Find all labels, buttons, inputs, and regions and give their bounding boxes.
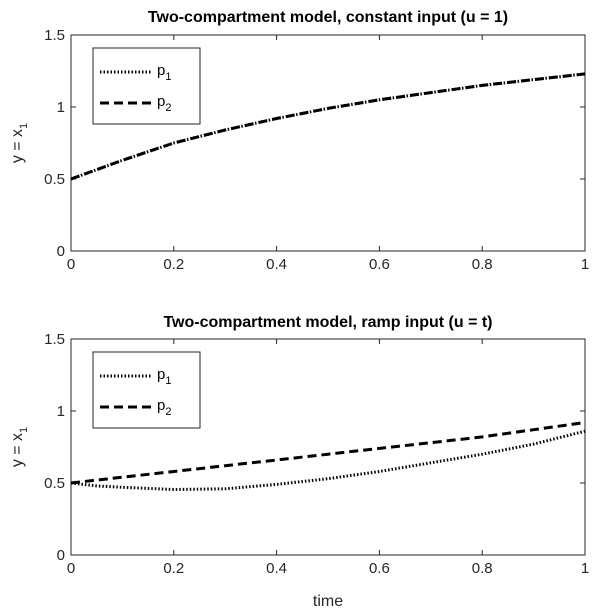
series-line-p1: [70, 429, 586, 491]
y-axis-label-text: y = x: [9, 129, 26, 163]
x-tick-label: 0.8: [472, 560, 493, 577]
x-tick-label: 0.4: [266, 560, 287, 577]
legend-entry-name: p: [157, 366, 165, 383]
axes-box: [70, 34, 586, 252]
y-axis-label: y = x1: [9, 123, 30, 163]
y-tick-label: 0: [57, 243, 65, 260]
legend-entry-name: p: [157, 397, 165, 414]
y-tick-label: 1.5: [44, 27, 65, 44]
legend-entry-label: p1: [157, 62, 171, 83]
axes-box: [70, 338, 586, 556]
y-tick-label: 0.5: [44, 171, 65, 188]
x-tick-label: 0: [67, 256, 75, 273]
legend-box: [92, 351, 201, 429]
x-tick-label: 1: [581, 256, 589, 273]
x-tick-label: 0.4: [266, 256, 287, 273]
series-line-p2: [70, 72, 586, 181]
y-tick-label: 1: [57, 99, 65, 116]
x-tick-label: 0: [67, 560, 75, 577]
y-tick-label: 0.5: [44, 475, 65, 492]
constant-input-panel: Two-compartment model, constant input (u…: [9, 9, 589, 273]
legend-entry-subscript: 2: [165, 102, 171, 114]
x-tick-label: 1: [581, 560, 589, 577]
x-tick-label: 0.6: [369, 560, 390, 577]
ramp-input-panel: Two-compartment model, ramp input (u = t…: [9, 314, 589, 610]
legend-box: [92, 47, 201, 125]
y-tick-label: 0: [57, 547, 65, 564]
chart-title: Two-compartment model, constant input (u…: [148, 9, 508, 26]
x-tick-label: 0.6: [369, 256, 390, 273]
x-tick-label: 0.2: [163, 256, 184, 273]
y-axis-label-subscript: 1: [18, 427, 30, 433]
legend-entry-name: p: [157, 93, 165, 110]
y-axis-label-text: y = x: [9, 433, 26, 467]
series-line-p2: [70, 421, 586, 485]
x-tick-label: 0.2: [163, 560, 184, 577]
legend-entry-label: p1: [157, 366, 171, 387]
y-tick-label: 1.5: [44, 331, 65, 348]
x-axis-label: time: [313, 593, 343, 610]
legend-entry-subscript: 1: [165, 375, 171, 387]
y-tick-label: 1: [57, 403, 65, 420]
x-tick-label: 0.8: [472, 256, 493, 273]
legend-entry-subscript: 1: [165, 71, 171, 83]
legend-entry-label: p2: [157, 93, 171, 114]
y-axis-label-subscript: 1: [18, 123, 30, 129]
legend-entry-subscript: 2: [165, 406, 171, 418]
chart-title: Two-compartment model, ramp input (u = t…: [163, 314, 492, 331]
legend-entry-name: p: [157, 62, 165, 79]
y-axis-label: y = x1: [9, 427, 30, 467]
legend-entry-label: p2: [157, 397, 171, 418]
